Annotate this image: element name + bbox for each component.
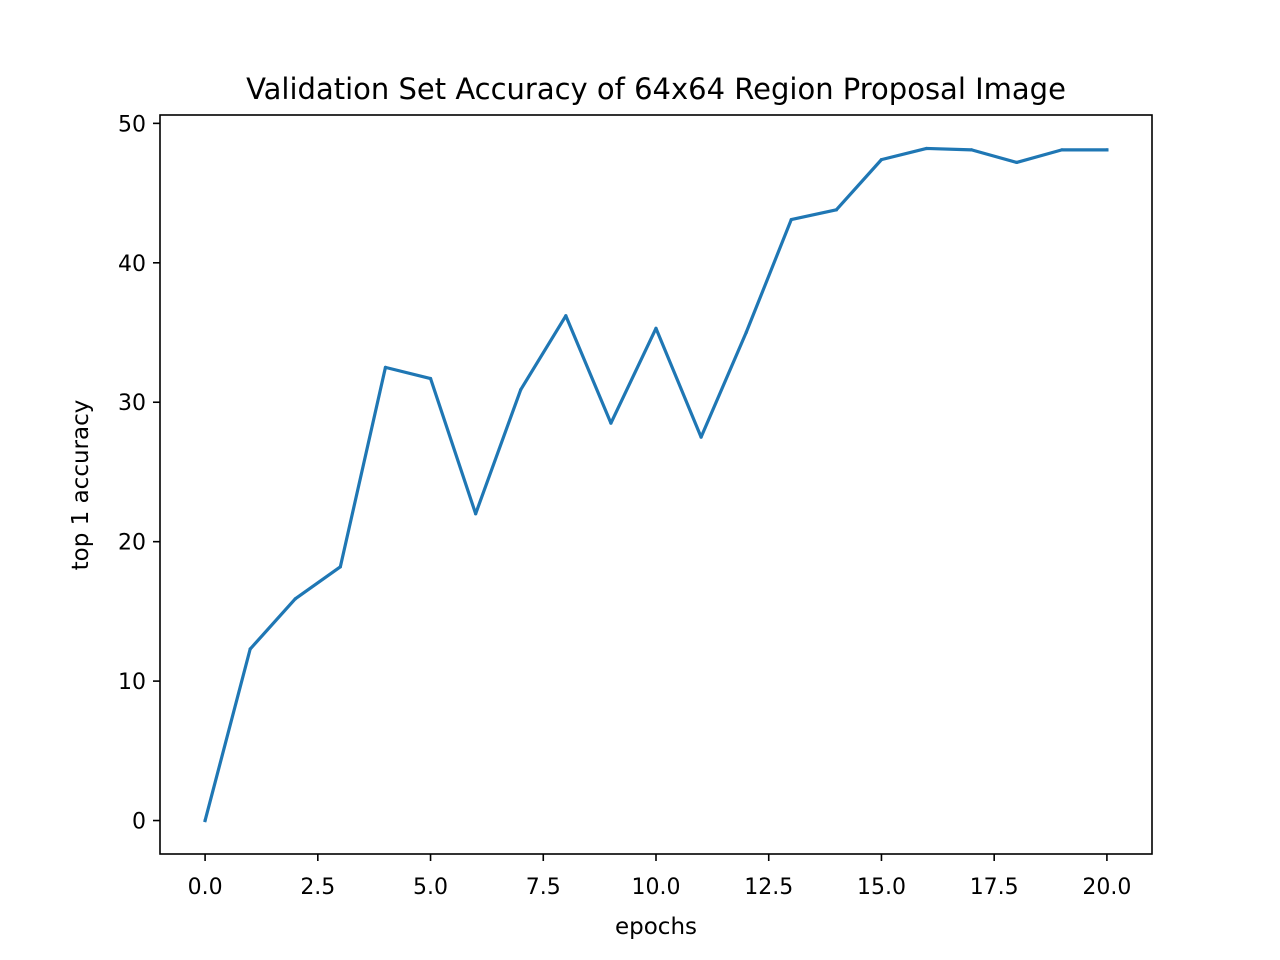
y-tick-label: 50 bbox=[118, 112, 146, 137]
x-axis-label: epochs bbox=[615, 914, 697, 940]
y-tick-label: 0 bbox=[132, 810, 146, 835]
data-point bbox=[789, 217, 793, 222]
data-point bbox=[970, 148, 974, 152]
x-tick-label: 2.5 bbox=[300, 875, 335, 900]
y-axis-ticks: 0 10 20 30 40 50 bbox=[118, 112, 160, 835]
data-point bbox=[474, 512, 478, 516]
x-tick-label: 12.5 bbox=[744, 875, 793, 900]
y-tick-label: 30 bbox=[118, 391, 146, 416]
data-point bbox=[924, 146, 929, 151]
data-point bbox=[744, 330, 748, 335]
data-point bbox=[519, 388, 523, 392]
data-point bbox=[248, 647, 252, 651]
x-tick-label: 20.0 bbox=[1082, 875, 1131, 900]
y-tick-label: 10 bbox=[118, 670, 146, 695]
data-point bbox=[1060, 148, 1064, 152]
data-point bbox=[338, 565, 342, 569]
y-tick-label: 40 bbox=[118, 252, 146, 277]
x-tick-label: 5.0 bbox=[413, 875, 448, 900]
y-axis-label: top 1 accuracy bbox=[68, 400, 94, 571]
data-point bbox=[1015, 160, 1019, 165]
data-point bbox=[654, 326, 658, 330]
data-point bbox=[203, 818, 207, 823]
data-point bbox=[834, 208, 838, 212]
data-point bbox=[564, 314, 568, 318]
data-point bbox=[1105, 148, 1109, 152]
data-point bbox=[428, 376, 433, 381]
x-tick-label: 15.0 bbox=[857, 875, 906, 900]
plot-area-frame bbox=[159, 114, 1153, 855]
x-tick-label: 10.0 bbox=[632, 875, 681, 900]
data-point bbox=[609, 421, 613, 425]
x-tick-label: 0.0 bbox=[188, 875, 223, 900]
chart-title: Validation Set Accuracy of 64x64 Region … bbox=[246, 72, 1066, 106]
x-axis-ticks: 0.0 2.5 5.0 7.5 10.0 12.5 15.0 17.5 20.0 bbox=[188, 854, 1131, 900]
data-point bbox=[383, 365, 388, 369]
data-point bbox=[699, 435, 703, 439]
series-group bbox=[203, 146, 1109, 823]
data-point bbox=[293, 597, 297, 601]
y-tick-label: 20 bbox=[118, 531, 146, 556]
data-point bbox=[879, 158, 884, 162]
x-tick-label: 17.5 bbox=[970, 875, 1019, 900]
x-tick-label: 7.5 bbox=[526, 875, 561, 900]
